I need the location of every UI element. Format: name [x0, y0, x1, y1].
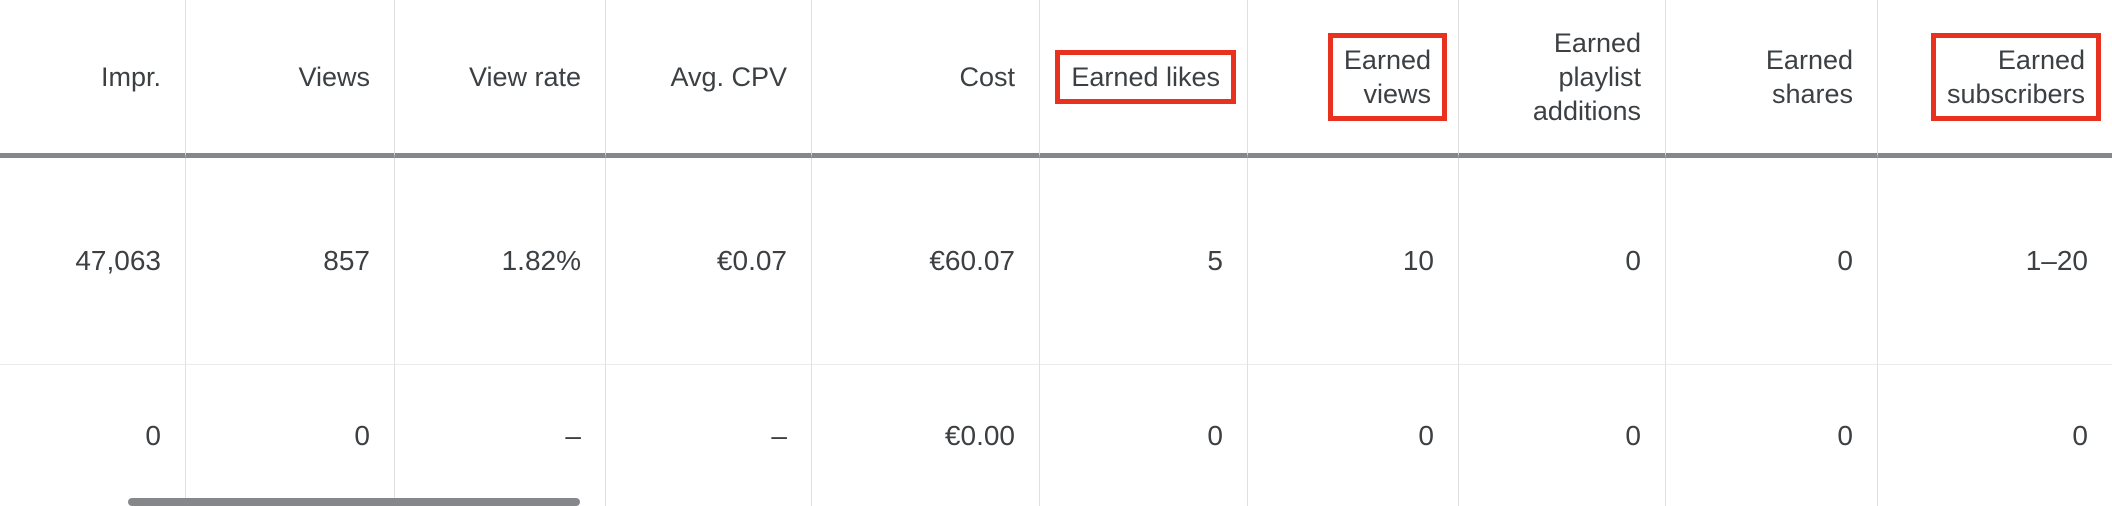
- cell-value: 0: [354, 419, 370, 451]
- cell-value: 0: [1625, 245, 1641, 276]
- cell-value: 10: [1402, 245, 1434, 276]
- table-cell-earned-subscribers: 0: [1877, 365, 2112, 506]
- cell-value: 0: [1625, 419, 1641, 451]
- column-header-label: Cost: [959, 61, 1015, 92]
- table-cell-avg-cpv: €0.07: [605, 158, 811, 365]
- cell-value: 1–20: [2025, 245, 2088, 276]
- horizontal-scrollbar-thumb[interactable]: [128, 498, 580, 506]
- highlight-box: Earned views: [1327, 32, 1447, 121]
- table-cell-earned-likes: 5: [1039, 158, 1247, 365]
- cell-value: 0: [1837, 245, 1853, 276]
- cell-value: –: [565, 419, 581, 451]
- cell-value: 0: [1837, 419, 1853, 451]
- column-header-label: Earned playlist additions: [1532, 27, 1641, 126]
- cell-value: 47,063: [75, 245, 161, 276]
- cell-value: –: [771, 419, 787, 451]
- table-cell-earned-views: 10: [1247, 158, 1458, 365]
- cell-value: 857: [323, 245, 370, 276]
- column-header-earned-likes[interactable]: Earned likes: [1039, 0, 1247, 158]
- highlight-box: Earned likes: [1055, 49, 1236, 104]
- highlight-box: Earned subscribers: [1930, 32, 2101, 121]
- column-header-earned-views[interactable]: Earned views: [1247, 0, 1458, 158]
- cell-value: 0: [1207, 419, 1223, 451]
- column-header-earned-subscribers[interactable]: Earned subscribers: [1877, 0, 2112, 158]
- table-cell-cost: €60.07: [811, 158, 1039, 365]
- table-cell-earned-views: 0: [1247, 365, 1458, 506]
- column-header-label: View rate: [468, 61, 581, 92]
- table-cell-impressions: 47,063: [0, 158, 185, 365]
- cell-value: 0: [2072, 419, 2088, 451]
- table-cell-view-rate: 1.82%: [394, 158, 605, 365]
- table-cell-earned-playlist-additions: 0: [1458, 158, 1665, 365]
- table-cell-earned-shares: 0: [1665, 365, 1877, 506]
- column-header-views[interactable]: Views: [185, 0, 394, 158]
- cell-value: €0.00: [944, 419, 1015, 451]
- column-header-avg-cpv[interactable]: Avg. CPV: [605, 0, 811, 158]
- table-cell-views: 0: [185, 365, 394, 506]
- cell-value: 0: [1418, 419, 1434, 451]
- column-header-label: Impr.: [100, 61, 161, 92]
- column-header-label: Views: [298, 61, 370, 92]
- table-cell-earned-playlist-additions: 0: [1458, 365, 1665, 506]
- column-header-label: Earned shares: [1765, 44, 1853, 109]
- table-cell-views: 857: [185, 158, 394, 365]
- column-header-impressions[interactable]: Impr.: [0, 0, 185, 158]
- cell-value: 1.82%: [501, 245, 581, 276]
- cell-value: €0.07: [716, 245, 787, 276]
- table-cell-view-rate: –: [394, 365, 605, 506]
- table-cell-avg-cpv: –: [605, 365, 811, 506]
- table-cell-cost: €0.00: [811, 365, 1039, 506]
- column-header-view-rate[interactable]: View rate: [394, 0, 605, 158]
- table-cell-earned-subscribers: 1–20: [1877, 158, 2112, 365]
- cell-value: 0: [145, 419, 161, 451]
- column-header-cost[interactable]: Cost: [811, 0, 1039, 158]
- column-header-earned-shares[interactable]: Earned shares: [1665, 0, 1877, 158]
- column-header-earned-playlist-additions[interactable]: Earned playlist additions: [1458, 0, 1665, 158]
- table-cell-earned-likes: 0: [1039, 365, 1247, 506]
- column-header-label: Avg. CPV: [670, 61, 787, 92]
- table-cell-impressions: 0: [0, 365, 185, 506]
- cell-value: €60.07: [929, 245, 1015, 276]
- table-cell-earned-shares: 0: [1665, 158, 1877, 365]
- cell-value: 5: [1207, 245, 1223, 276]
